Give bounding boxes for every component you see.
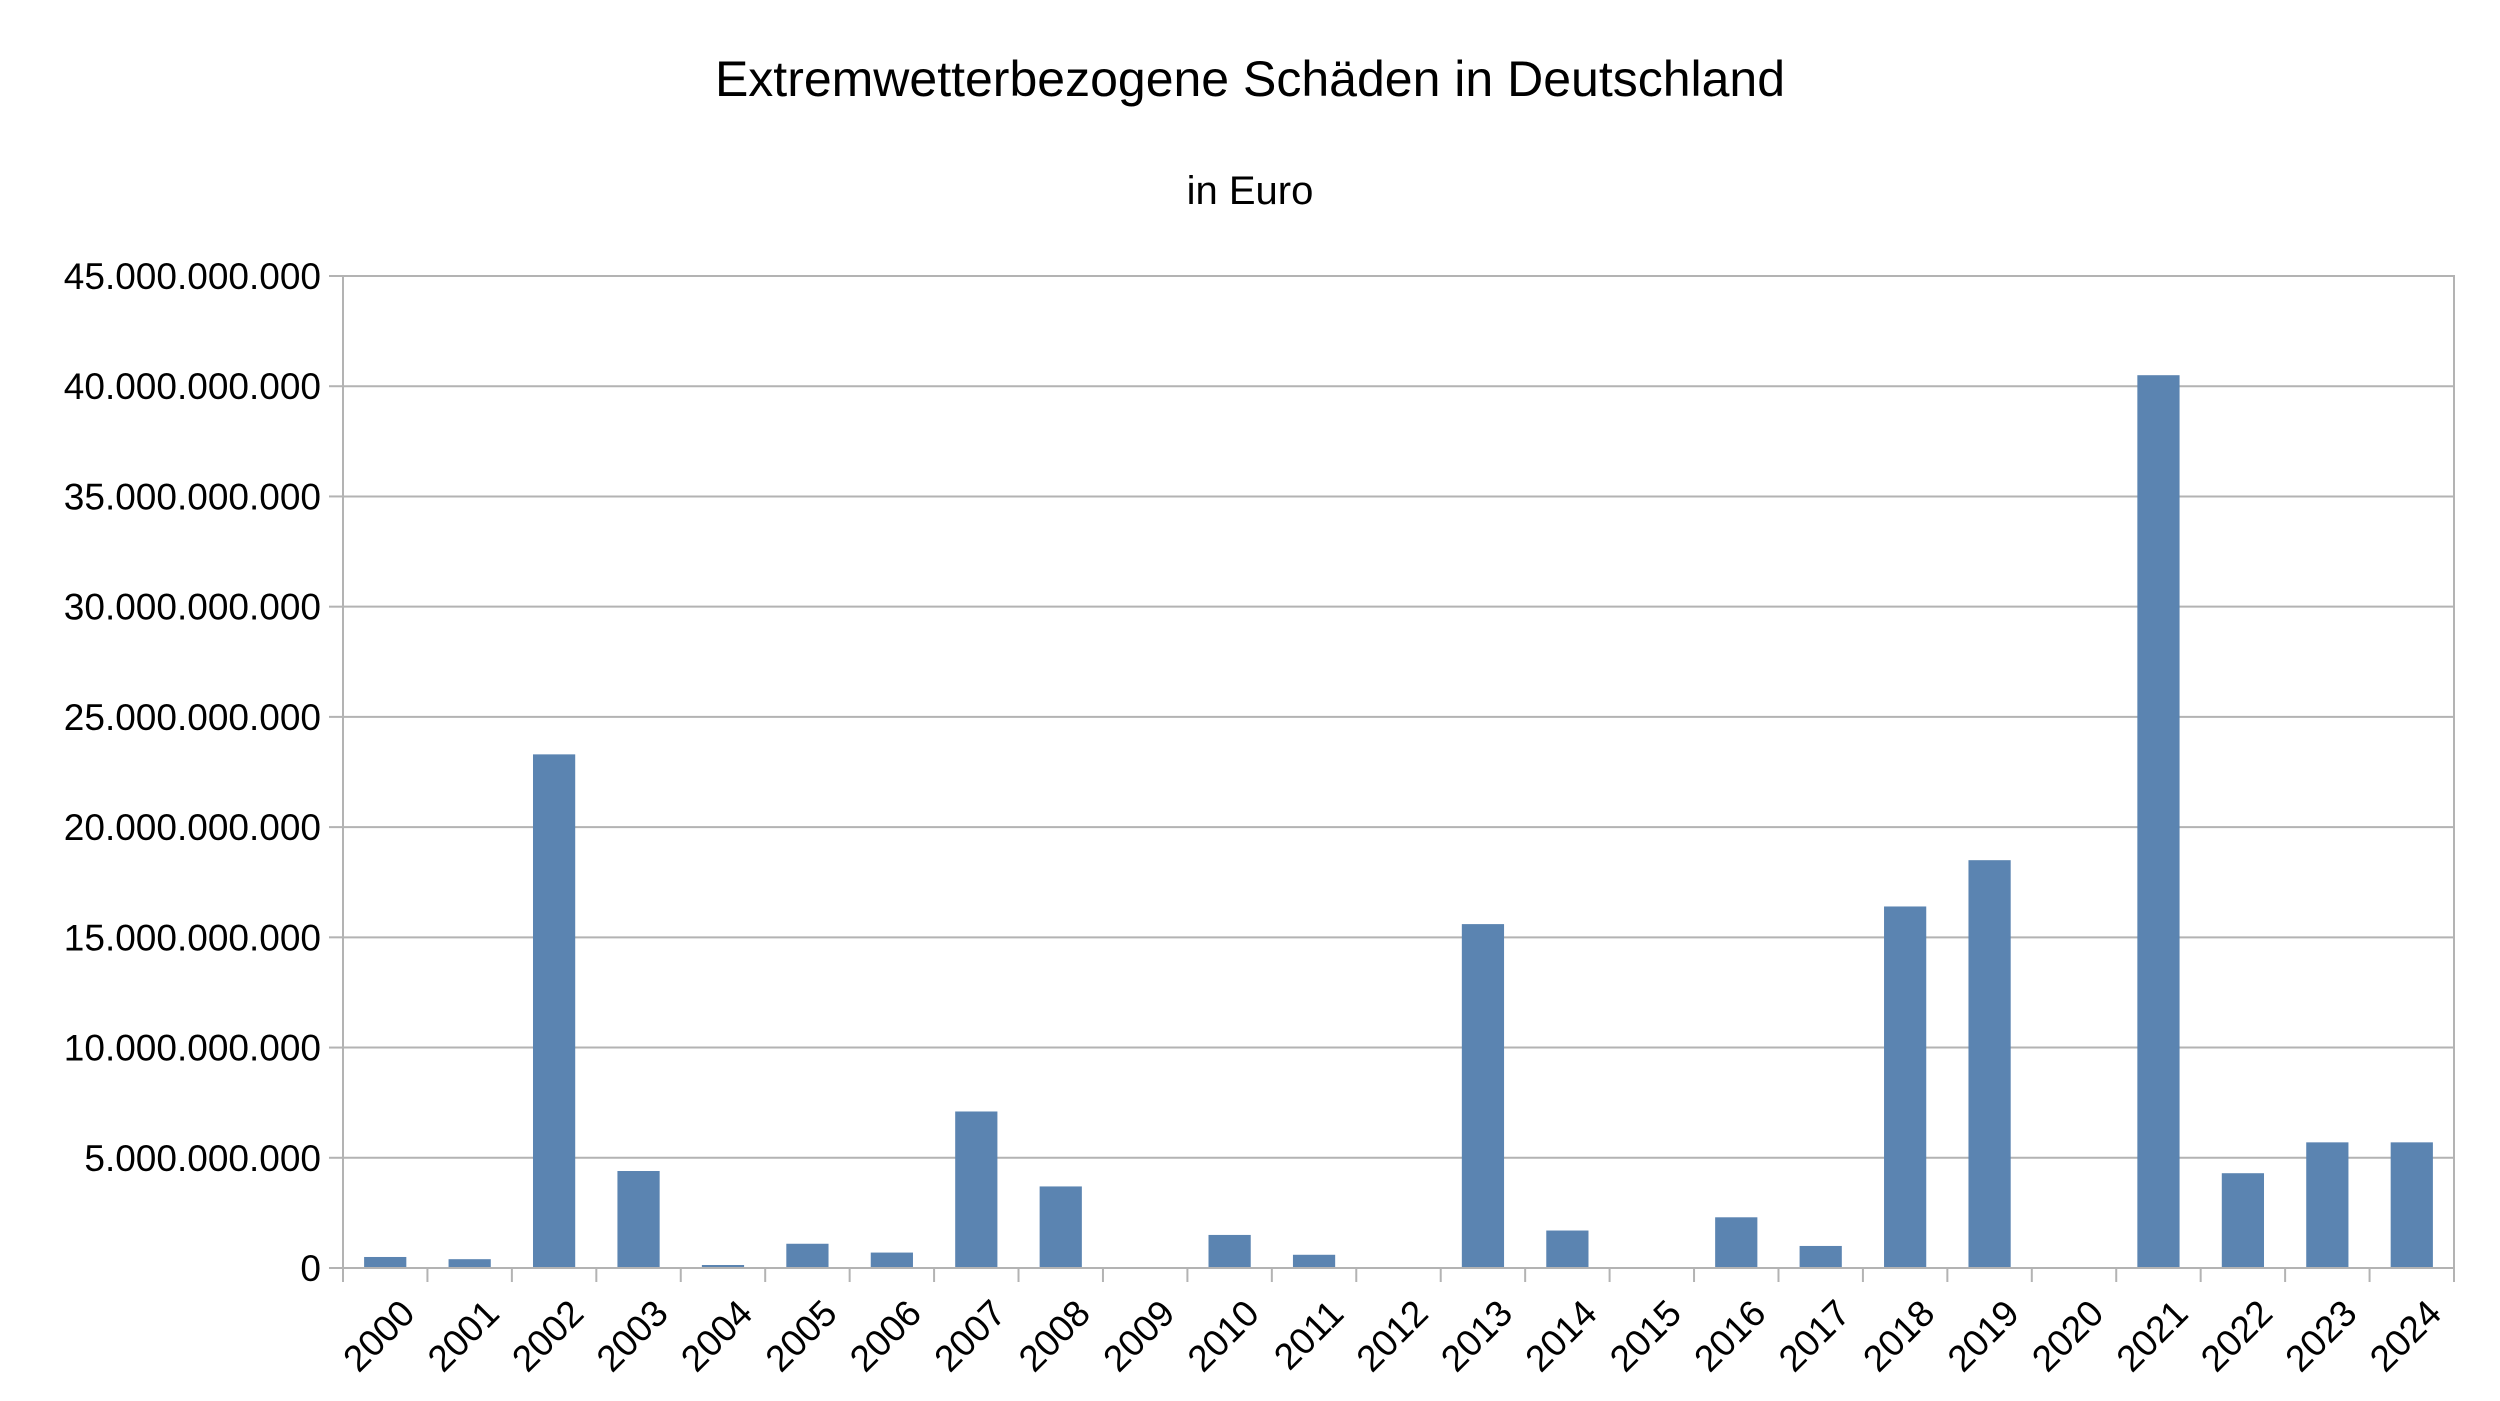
- x-tick-label: 2018: [1855, 1292, 1942, 1379]
- x-tick-label: 2023: [2277, 1292, 2364, 1379]
- y-tick-label: 5.000.000.000: [84, 1138, 321, 1179]
- bar-2014: [1546, 1230, 1589, 1268]
- bar-2005: [786, 1243, 829, 1268]
- x-tick-label: 2011: [1266, 1292, 1351, 1377]
- y-tick-label: 45.000.000.000: [64, 256, 321, 297]
- grid-lines: [343, 275, 2454, 1159]
- bar-2011: [1292, 1254, 1336, 1268]
- x-tick-label: 2019: [1940, 1292, 2027, 1379]
- bars: [364, 375, 2433, 1268]
- bar-2007: [955, 1111, 998, 1268]
- bar-2016: [1715, 1217, 1758, 1268]
- y-tick-label: 40.000.000.000: [64, 366, 321, 407]
- bar-2019: [1968, 860, 2011, 1268]
- bar-2017: [1799, 1245, 1842, 1268]
- plot-frame: [342, 275, 2455, 1269]
- y-tick-label: 20.000.000.000: [64, 807, 321, 848]
- x-tick-labels: 2000200120022003200420052006200720082009…: [335, 1292, 2449, 1379]
- bar-2021: [2137, 375, 2180, 1268]
- bar-2013: [1461, 924, 1505, 1268]
- x-tick-label: 2014: [1517, 1292, 1604, 1379]
- y-tick-label: 15.000.000.000: [64, 917, 321, 958]
- x-tick-label: 2017: [1771, 1292, 1858, 1379]
- bar-2002: [532, 754, 576, 1268]
- bar-2023: [2306, 1142, 2349, 1268]
- x-tick-label: 2012: [1349, 1292, 1436, 1379]
- x-tick-label: 2022: [2193, 1292, 2280, 1379]
- y-tick-label: 35.000.000.000: [64, 476, 321, 517]
- y-tick-label: 0: [300, 1248, 321, 1289]
- y-tick-label: 30.000.000.000: [64, 587, 321, 628]
- x-tick-label: 2005: [758, 1292, 845, 1379]
- y-tick-labels: 0 5.000.000.000 10.000.000.000 15.000.000.0…: [64, 256, 321, 1289]
- x-tick-label: 2021: [2109, 1292, 2196, 1379]
- bar-2003: [617, 1171, 660, 1268]
- y-tick-label: 25.000.000.000: [64, 697, 321, 738]
- bar-2000: [364, 1256, 407, 1268]
- x-tick-label: 2009: [1095, 1292, 1182, 1379]
- x-tick-label: 2006: [842, 1292, 929, 1379]
- y-tick-label: 10.000.000.000: [64, 1028, 321, 1069]
- x-tick-label: 2013: [1433, 1292, 1520, 1379]
- chart-subtitle: in Euro: [1186, 169, 1314, 213]
- x-tick-label: 2024: [2362, 1292, 2449, 1379]
- bar-2001: [448, 1259, 491, 1268]
- axes: [329, 275, 2455, 1282]
- bar-2024: [2390, 1142, 2433, 1268]
- bar-2010: [1208, 1234, 1251, 1268]
- x-tick-label: 2004: [673, 1292, 760, 1379]
- x-tick-label: 2000: [335, 1292, 422, 1379]
- bar-2006: [870, 1252, 913, 1268]
- x-tick-label: 2015: [1602, 1292, 1689, 1379]
- x-tick-label: 2007: [926, 1292, 1013, 1379]
- bar-2022: [2221, 1173, 2265, 1268]
- x-tick-label: 2016: [1686, 1292, 1773, 1379]
- bar-2004: [701, 1265, 745, 1268]
- x-tick-label: 2008: [1011, 1292, 1098, 1379]
- x-tick-label: 2010: [1180, 1292, 1267, 1379]
- chart-title: Extremwetterbezogene Schäden in Deutschl…: [714, 51, 1786, 107]
- x-tick-label: 2003: [589, 1292, 676, 1379]
- bar-2018: [1884, 906, 1927, 1268]
- x-tick-label: 2001: [420, 1292, 507, 1379]
- x-tick-label: 2020: [2024, 1292, 2111, 1379]
- x-tick-label: 2002: [504, 1292, 591, 1379]
- bar-2008: [1039, 1186, 1082, 1268]
